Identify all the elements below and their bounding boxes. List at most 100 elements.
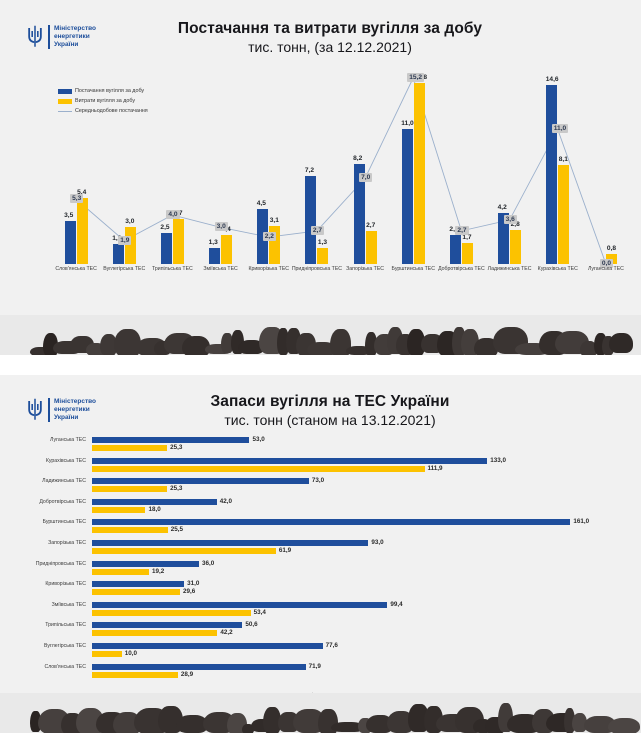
chart1-bar-supply[interactable] bbox=[546, 85, 558, 264]
chart1-legend-label-supply: Постачання вугілля за добу bbox=[75, 88, 145, 94]
chart1-legend-item-average[interactable]: Середньодобове постачання bbox=[58, 108, 148, 114]
coal-lump bbox=[204, 343, 233, 355]
chart1-bar-supply[interactable] bbox=[64, 221, 76, 264]
coal-lump bbox=[579, 341, 597, 355]
chart2-bar-actual[interactable] bbox=[92, 486, 168, 493]
chart2-bar-guaranteed[interactable] bbox=[92, 519, 571, 526]
chart1-bar-supply[interactable] bbox=[209, 248, 221, 264]
chart1-bar-supply[interactable] bbox=[112, 244, 124, 264]
coal-photo-strip bbox=[0, 315, 641, 355]
chart2-bar-guaranteed[interactable] bbox=[92, 457, 488, 464]
chart1-value-average: 4,0 bbox=[166, 210, 180, 220]
chart2-bar-guaranteed[interactable] bbox=[92, 643, 323, 649]
chart2-category-label: Бурштинська ТЕС bbox=[42, 519, 86, 526]
chart2-bars: 77,6 10,0 bbox=[92, 642, 633, 661]
chart1-value-supply: 14,6 bbox=[545, 76, 559, 84]
chart1-value-average: 1,9 bbox=[118, 235, 132, 245]
chart1-value-average: 11,0 bbox=[551, 124, 569, 134]
chart1-value-average: 0,0 bbox=[599, 259, 614, 268]
chart2-value-actual: 19,2 bbox=[152, 567, 165, 575]
chart2-bar-actual[interactable] bbox=[92, 548, 276, 554]
chart1-bar-consumption[interactable] bbox=[413, 82, 425, 264]
chart1-bar-supply[interactable] bbox=[160, 233, 172, 264]
chart1-bar-consumption[interactable] bbox=[317, 248, 329, 264]
chart2-row: Слов'янська ТЕС 71,9 28,9 bbox=[8, 663, 633, 682]
chart2-row: Ладижинська ТЕС 73,0 25,3 bbox=[8, 477, 633, 496]
coal-lump bbox=[221, 332, 233, 354]
chart1-bar-supply[interactable] bbox=[305, 175, 317, 264]
chart2-bars: 31,0 29,6 bbox=[92, 580, 633, 599]
chart1-category-label: Трипільська ТЕС bbox=[152, 266, 193, 272]
chart1-bar-consumption[interactable] bbox=[510, 229, 522, 264]
coal-lump bbox=[277, 327, 290, 355]
chart1-bar-consumption[interactable] bbox=[461, 243, 473, 264]
chart2-bar-guaranteed[interactable] bbox=[92, 663, 306, 670]
chart1-bar-consumption[interactable] bbox=[269, 226, 281, 264]
chart2-bars: 99,4 53,4 bbox=[92, 601, 633, 620]
chart1-bar-consumption[interactable] bbox=[172, 218, 184, 264]
chart1-bar-consumption[interactable] bbox=[558, 164, 570, 264]
chart1-value-average: 15,2 bbox=[407, 72, 425, 82]
chart1-legend-item-consumption[interactable]: Витрати вугілля за добу bbox=[58, 98, 148, 104]
chart2-bar-actual[interactable] bbox=[92, 506, 146, 513]
chart2-bars: 71,9 28,9 bbox=[92, 663, 633, 682]
chart1-column-chart: 3,5 5,4 5,3 Слов'янська ТЕС 1,6 3,0 1,9 Вуглегі… bbox=[52, 62, 630, 290]
coal-lump bbox=[181, 335, 211, 355]
chart1-bar-consumption[interactable] bbox=[124, 227, 136, 264]
chart2-bars: 133,0 111,9 bbox=[92, 457, 633, 476]
chart2-bar-guaranteed[interactable] bbox=[92, 560, 199, 567]
chart2-bar-guaranteed[interactable] bbox=[92, 498, 217, 505]
chart2-value-guaranteed: 77,6 bbox=[325, 642, 338, 649]
chart2-value-actual: 25,3 bbox=[170, 444, 183, 451]
chart1-category-group: 3,5 5,4 5,3 Слов'янська ТЕС bbox=[52, 62, 100, 272]
coal-lump bbox=[563, 707, 576, 733]
slide1-subtitle: тис. тонн, (за 12.12.2021) bbox=[248, 39, 412, 55]
chart2-bar-actual[interactable] bbox=[92, 651, 122, 657]
chart2-bar-actual[interactable] bbox=[92, 527, 168, 534]
chart1-bar-consumption[interactable] bbox=[76, 197, 88, 264]
chart1-category-group: 4,5 3,1 2,2 Криворізька ТЕС bbox=[245, 62, 293, 272]
ministry-logo: Міністерство енергетики України bbox=[26, 24, 96, 50]
chart1-value-consumption: 2,8 bbox=[510, 220, 520, 228]
chart1-category-group: 4,2 2,8 3,6 Ладижинська ТЕС bbox=[486, 62, 534, 272]
chart2-bar-actual[interactable] bbox=[92, 630, 218, 637]
coal-lump bbox=[609, 333, 634, 354]
logo-divider bbox=[48, 398, 50, 422]
chart2-bar-actual[interactable] bbox=[92, 568, 150, 575]
chart2-value-guaranteed: 50,6 bbox=[245, 621, 258, 629]
chart1-category-group: 1,6 3,0 1,9 Вуглегірська ТЕС bbox=[100, 62, 148, 272]
chart2-bar-actual[interactable] bbox=[92, 671, 178, 678]
grey-line-icon bbox=[58, 110, 72, 112]
chart1-legend-label-average: Середньодобове постачання bbox=[75, 108, 148, 114]
coal-lump bbox=[515, 343, 549, 355]
chart1-category-label: Бурштинська ТЕС bbox=[391, 266, 435, 272]
chart2-bar-guaranteed[interactable] bbox=[92, 540, 369, 546]
chart2-bar-actual[interactable] bbox=[92, 589, 180, 596]
chart1-value-average: 5,3 bbox=[70, 194, 84, 204]
chart1-value-supply: 3,5 bbox=[64, 212, 74, 220]
coal-lump bbox=[406, 328, 425, 355]
chart2-bar-guaranteed[interactable] bbox=[92, 478, 309, 485]
chart2-bar-guaranteed[interactable] bbox=[92, 581, 185, 588]
chart1-bar-supply[interactable] bbox=[498, 212, 510, 264]
chart1-bar-supply[interactable] bbox=[449, 234, 461, 264]
chart1-category-label: Ладижинська ТЕС bbox=[487, 266, 532, 272]
chart1-bar-consumption[interactable] bbox=[221, 234, 233, 264]
chart2-bar-actual[interactable] bbox=[92, 609, 251, 616]
chart1-bar-consumption[interactable] bbox=[365, 230, 377, 264]
chart1-value-supply: 4,5 bbox=[256, 199, 266, 207]
chart1-legend: Постачання вугілля за добу Витрати вугіл… bbox=[58, 88, 148, 118]
chart2-bar-guaranteed[interactable] bbox=[92, 601, 388, 608]
chart2-bar-actual[interactable] bbox=[92, 465, 425, 472]
coal-lump bbox=[263, 706, 282, 733]
chart2-row: Бурштинська ТЕС 161,0 25,5 bbox=[8, 518, 633, 537]
chart2-bar-actual[interactable] bbox=[92, 445, 168, 451]
chart1-bar-supply[interactable] bbox=[401, 129, 413, 264]
slide-coal-stocks: Міністерство енергетики України Запаси в… bbox=[0, 375, 641, 733]
chart2-bar-guaranteed[interactable] bbox=[92, 622, 243, 629]
chart1-category-label: Зміївська ТЕС bbox=[203, 266, 238, 272]
chart2-bar-guaranteed[interactable] bbox=[92, 437, 250, 443]
chart1-bar-supply[interactable] bbox=[353, 163, 365, 264]
chart1-value-consumption: 3,0 bbox=[125, 218, 135, 226]
chart1-legend-item-supply[interactable]: Постачання вугілля за добу bbox=[58, 88, 148, 94]
